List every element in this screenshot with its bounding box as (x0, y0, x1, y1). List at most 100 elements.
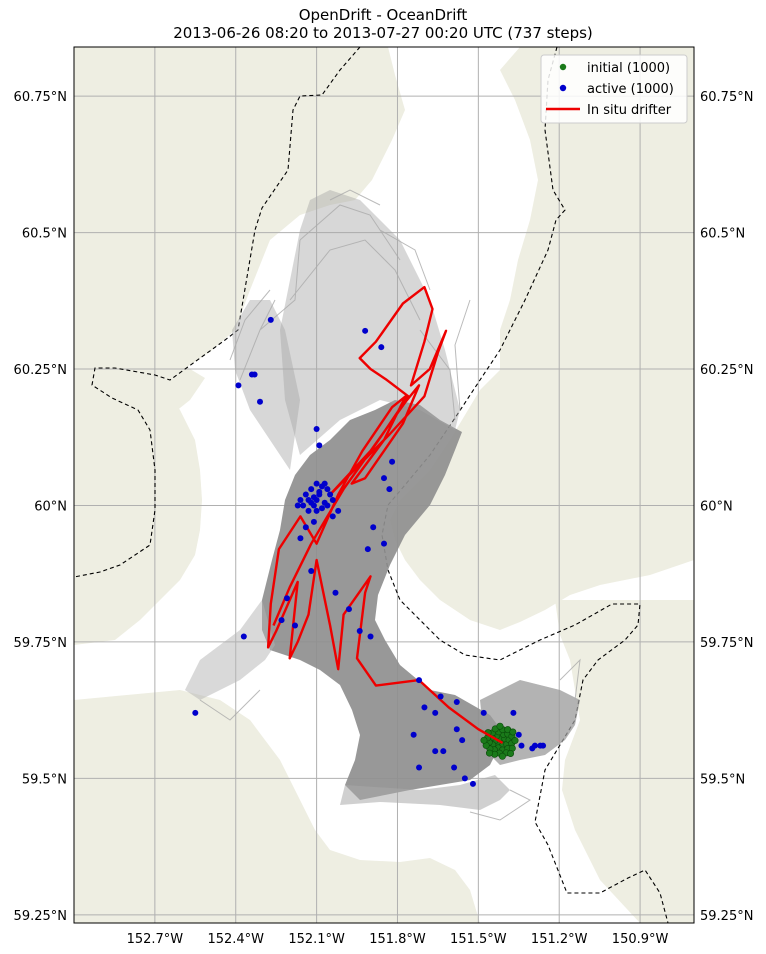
active-particle (292, 622, 299, 629)
legend-active-label: active (1000) (587, 82, 674, 97)
active-particle (310, 518, 317, 525)
initial-particle (511, 737, 519, 745)
lon-tick-label: 152.4°W (207, 932, 264, 947)
boundary-west (74, 47, 361, 578)
active-particle (327, 491, 334, 498)
lon-tick-label: 151.8°W (369, 932, 426, 947)
active-particle (240, 633, 247, 640)
active-particle (364, 546, 371, 553)
active-particle (469, 780, 476, 787)
active-particle (510, 709, 517, 716)
active-particle (316, 488, 323, 495)
active-particle (278, 617, 285, 624)
lon-tick-label: 152.7°W (127, 932, 184, 947)
active-particle (302, 491, 309, 498)
active-particle (257, 398, 263, 405)
lat-tick-label-left: 60.25°N (14, 363, 67, 378)
initial-particles (480, 722, 519, 760)
plot-frame (73, 46, 695, 924)
lat-tick-label-left: 60.5°N (22, 227, 67, 242)
map-plot-area (74, 47, 694, 923)
active-particle (367, 633, 374, 640)
trajectory-southwest-fan (185, 600, 275, 700)
active-particle (381, 475, 387, 482)
active-particle (308, 567, 315, 574)
boundary-east (381, 47, 669, 923)
active-particle (416, 764, 423, 771)
land-south-peninsula (74, 690, 480, 923)
active-particle (313, 426, 320, 433)
land-west-upper (74, 47, 405, 380)
initial-particle (485, 749, 493, 757)
active-particle (313, 480, 320, 487)
lat-tick-label-left: 60.75°N (14, 90, 67, 105)
lat-tick-label-left: 59.75°N (14, 636, 67, 651)
active-particle (459, 737, 466, 744)
initial-particle (480, 736, 488, 744)
active-particle (313, 507, 320, 514)
active-particle (283, 595, 290, 602)
active-particle (345, 606, 352, 613)
active-particle (410, 731, 417, 738)
initial-particle (498, 752, 506, 760)
legend-box (540, 54, 688, 124)
initial-particle (507, 750, 515, 758)
lon-tick-label: 150.9°W (612, 932, 669, 947)
active-particle (332, 589, 339, 596)
active-particle (302, 524, 309, 531)
active-particle (453, 726, 460, 733)
active-particle (297, 497, 304, 504)
lon-tick-label: 152.1°W (288, 932, 345, 947)
initial-particle (509, 728, 517, 736)
trajectory-west-fan (232, 300, 300, 470)
lat-tick-label-right: 59.5°N (700, 772, 745, 787)
active-particle (297, 535, 304, 542)
active-particle (319, 505, 325, 512)
title-line-1: OpenDrift - OceanDrift (298, 6, 468, 24)
model-domain-boundary (74, 47, 669, 923)
lon-tick-label: 151.5°W (450, 932, 507, 947)
active-particle (362, 327, 369, 334)
active-particle (294, 502, 301, 509)
lat-tick-label-left: 60°N (34, 499, 67, 514)
lat-tick-label-right: 60.25°N (700, 363, 753, 378)
lon-tick-label: 151.2°W (531, 932, 588, 947)
lat-tick-label-right: 60.5°N (700, 227, 745, 242)
initial-particle (496, 722, 504, 730)
active-particle (319, 483, 325, 490)
legend-initial-marker (559, 63, 567, 71)
land-masses (74, 47, 694, 923)
active-particle (329, 497, 336, 504)
lat-tick-label-right: 59.75°N (700, 636, 753, 651)
trajectory-south-fan (340, 775, 510, 810)
active-particle (356, 628, 363, 634)
active-particle (251, 371, 258, 378)
active-particle (416, 677, 423, 684)
active-particles (192, 316, 547, 787)
lat-tick-label-left: 59.5°N (22, 772, 67, 787)
active-particle (192, 709, 199, 716)
legend-drifter-label: In situ drifter (587, 103, 672, 118)
lat-tick-label-right: 60.75°N (700, 90, 753, 105)
trajectory-thin-lines (199, 189, 581, 821)
lat-tick-label-right: 60°N (700, 499, 733, 514)
land-east-kenai (555, 600, 694, 923)
active-particle (386, 486, 393, 493)
active-particle (267, 316, 274, 323)
active-particle (310, 502, 317, 509)
active-particle (389, 458, 396, 465)
in-situ-drifter-track (266, 285, 504, 744)
lat-tick-label-right: 59.25°N (700, 909, 753, 924)
active-particle (421, 704, 428, 711)
active-particle (324, 486, 331, 493)
legend-initial-label: initial (1000) (587, 61, 670, 76)
active-particle (310, 494, 317, 501)
active-particle (437, 693, 444, 700)
active-particle (461, 775, 468, 782)
active-particle (316, 442, 323, 449)
active-particle (370, 524, 377, 531)
active-particle (305, 497, 312, 504)
active-particle (432, 709, 439, 716)
active-particle (235, 382, 242, 389)
